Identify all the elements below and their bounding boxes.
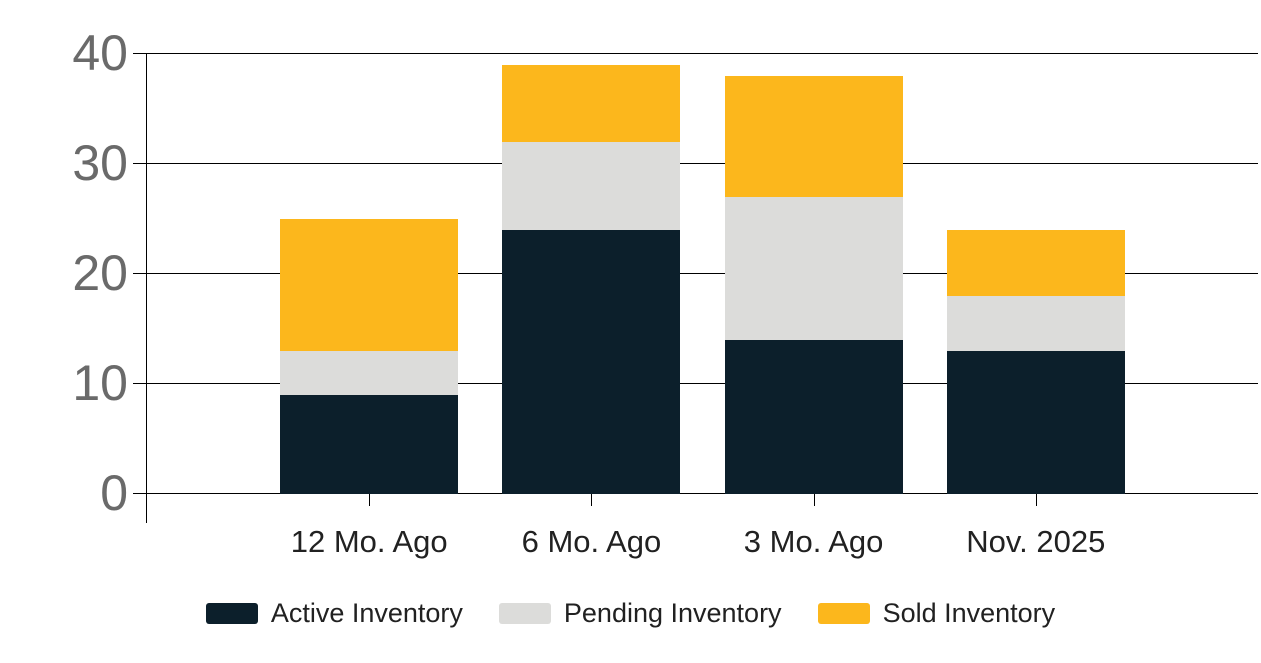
y-axis-label: 30 bbox=[72, 135, 128, 191]
y-axis-tick bbox=[133, 273, 147, 274]
gridline bbox=[147, 383, 1258, 384]
gridline bbox=[147, 163, 1258, 164]
legend-swatch-pending-inventory bbox=[498, 602, 551, 624]
gridline bbox=[147, 493, 1258, 494]
y-axis-line bbox=[146, 54, 147, 523]
x-axis-label: 6 Mo. Ago bbox=[521, 524, 662, 559]
y-axis-label: 0 bbox=[100, 465, 128, 521]
legend-label: Pending Inventory bbox=[563, 598, 782, 628]
y-axis-tick bbox=[133, 163, 147, 164]
legend-swatch-active-inventory bbox=[205, 602, 258, 624]
bar-6-mo-ago-segment-sold-inventory bbox=[502, 65, 681, 142]
x-axis-label: Nov. 2025 bbox=[966, 524, 1106, 559]
y-axis-tick bbox=[133, 53, 147, 54]
bar-3-mo-ago-segment-sold-inventory bbox=[724, 76, 903, 197]
legend-item-active-inventory: Active Inventory bbox=[205, 598, 463, 628]
gridline bbox=[147, 273, 1258, 274]
y-axis-tick bbox=[133, 383, 147, 384]
bar-3-mo-ago-segment-active-inventory bbox=[724, 340, 903, 494]
bar-6-mo-ago-segment-active-inventory bbox=[502, 230, 681, 494]
bar-6-mo-ago-segment-pending-inventory bbox=[502, 142, 681, 230]
legend-item-sold-inventory: Sold Inventory bbox=[817, 598, 1056, 628]
legend-label: Sold Inventory bbox=[882, 598, 1056, 628]
bar-3-mo-ago-segment-pending-inventory bbox=[724, 197, 903, 340]
x-axis-tick bbox=[1035, 494, 1037, 506]
y-axis-tick bbox=[133, 493, 147, 494]
bar-12-mo-ago-segment-sold-inventory bbox=[280, 219, 459, 351]
bar-nov-2025-segment-pending-inventory bbox=[946, 296, 1125, 351]
bar-12-mo-ago-segment-active-inventory bbox=[280, 395, 459, 494]
bar-nov-2025-segment-sold-inventory bbox=[946, 230, 1125, 296]
gridline bbox=[147, 53, 1258, 54]
y-axis-label: 40 bbox=[72, 25, 128, 81]
x-axis-tick bbox=[591, 494, 593, 506]
legend-swatch-sold-inventory bbox=[817, 602, 870, 624]
x-axis-label: 12 Mo. Ago bbox=[290, 524, 448, 559]
x-axis-tick bbox=[813, 494, 815, 506]
x-axis-tick bbox=[369, 494, 371, 506]
bar-12-mo-ago-segment-pending-inventory bbox=[280, 351, 459, 395]
legend-item-pending-inventory: Pending Inventory bbox=[498, 598, 782, 628]
y-axis-label: 10 bbox=[72, 355, 128, 411]
legend: Active Inventory Pending Inventory Sold In… bbox=[0, 598, 1261, 628]
bar-nov-2025-segment-active-inventory bbox=[946, 351, 1125, 494]
legend-label: Active Inventory bbox=[270, 598, 463, 628]
x-axis-label: 3 Mo. Ago bbox=[743, 524, 884, 559]
y-axis-label: 20 bbox=[72, 245, 128, 301]
